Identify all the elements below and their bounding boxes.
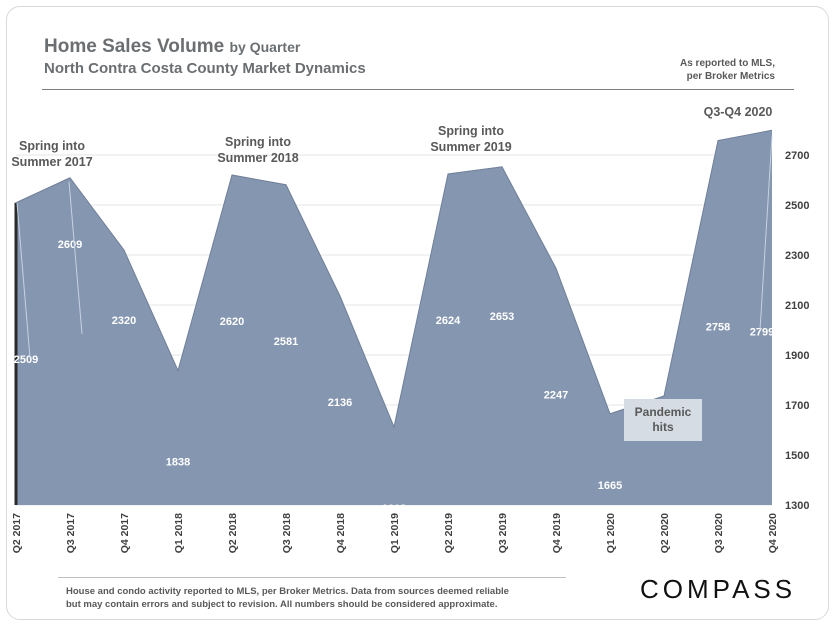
x-tick-label: Q3 2017 <box>65 513 77 553</box>
data-label: 2509 <box>14 354 38 366</box>
source-note-line2: per Broker Metrics <box>686 71 775 82</box>
pandemic-callout-label: Pandemic <box>635 405 692 419</box>
x-tick-label: Q2 2017 <box>11 513 23 553</box>
data-label: 2609 <box>58 239 82 251</box>
annotation-label: Spring into <box>438 124 504 138</box>
annotation-label: Summer 2018 <box>217 151 298 165</box>
data-label: 2247 <box>544 389 568 401</box>
data-label: 2581 <box>274 336 298 348</box>
annotation-label: Q3-Q4 2020 <box>704 105 773 119</box>
x-tick-label: Q4 2020 <box>767 513 779 553</box>
data-label: 1612 <box>382 503 406 515</box>
data-label: 2620 <box>220 316 244 328</box>
annotation-label: Spring into <box>19 139 85 153</box>
chart-title-main: Home Sales Volume <box>44 36 225 57</box>
y-tick-label: 1500 <box>785 450 809 462</box>
x-tick-label: Q3 2019 <box>497 513 509 553</box>
data-label: 2624 <box>436 315 461 327</box>
header-divider <box>42 89 794 90</box>
y-tick-label: 2300 <box>785 250 809 262</box>
footer-line2: but may contain errors and subject to re… <box>66 599 498 610</box>
y-tick-label: 1300 <box>785 500 809 512</box>
leader-line <box>68 181 83 335</box>
data-label: 1838 <box>166 457 190 469</box>
y-tick-label: 2100 <box>785 300 809 312</box>
x-tick-label: Q2 2020 <box>659 513 671 553</box>
x-tick-label: Q4 2019 <box>551 513 563 553</box>
y-tick-label: 1700 <box>785 400 809 412</box>
pandemic-callout-label: hits <box>652 420 674 434</box>
chart-subtitle: North Contra Costa County Market Dynamic… <box>44 60 366 77</box>
y-tick-label: 2500 <box>785 200 809 212</box>
data-label: 2136 <box>328 397 352 409</box>
annotation-label: Summer 2019 <box>430 140 511 154</box>
x-tick-label: Q2 2019 <box>443 513 455 553</box>
footer-line1: House and condo activity reported to MLS… <box>66 586 509 597</box>
data-label: 2653 <box>490 311 514 323</box>
x-tick-label: Q1 2018 <box>173 513 185 553</box>
chart-title-suffix: by Quarter <box>229 39 301 55</box>
footer-disclaimer: House and condo activity reported to MLS… <box>66 585 509 611</box>
leader-line <box>16 202 31 359</box>
x-tick-label: Q3 2020 <box>713 513 725 553</box>
x-tick-label: Q4 2017 <box>119 513 131 553</box>
x-tick-label: Q1 2019 <box>389 513 401 553</box>
area-series <box>16 130 772 505</box>
x-tick-label: Q4 2018 <box>335 513 347 553</box>
data-label: 2320 <box>112 315 136 327</box>
compass-logo: COMPASS <box>640 574 797 604</box>
pandemic-callout-box <box>624 399 702 441</box>
x-tick-label: Q3 2018 <box>281 513 293 553</box>
y-tick-label: 2700 <box>785 150 809 162</box>
data-label: 2799 <box>750 326 774 338</box>
source-note: As reported to MLS, per Broker Metrics <box>615 57 775 83</box>
leader-line <box>759 136 773 331</box>
x-tick-label: Q1 2020 <box>605 513 617 553</box>
data-label: 2758 <box>706 322 730 334</box>
annotation-label: Spring into <box>225 135 291 149</box>
annotation-label: Summer 2017 <box>11 155 92 169</box>
chart-title: Home Sales Volume by Quarter <box>44 36 300 58</box>
source-note-line1: As reported to MLS, <box>679 58 775 69</box>
footer-divider <box>58 577 566 578</box>
data-label: 1665 <box>598 480 622 492</box>
x-tick-label: Q2 2018 <box>227 513 239 553</box>
y-tick-label: 1900 <box>785 350 809 362</box>
